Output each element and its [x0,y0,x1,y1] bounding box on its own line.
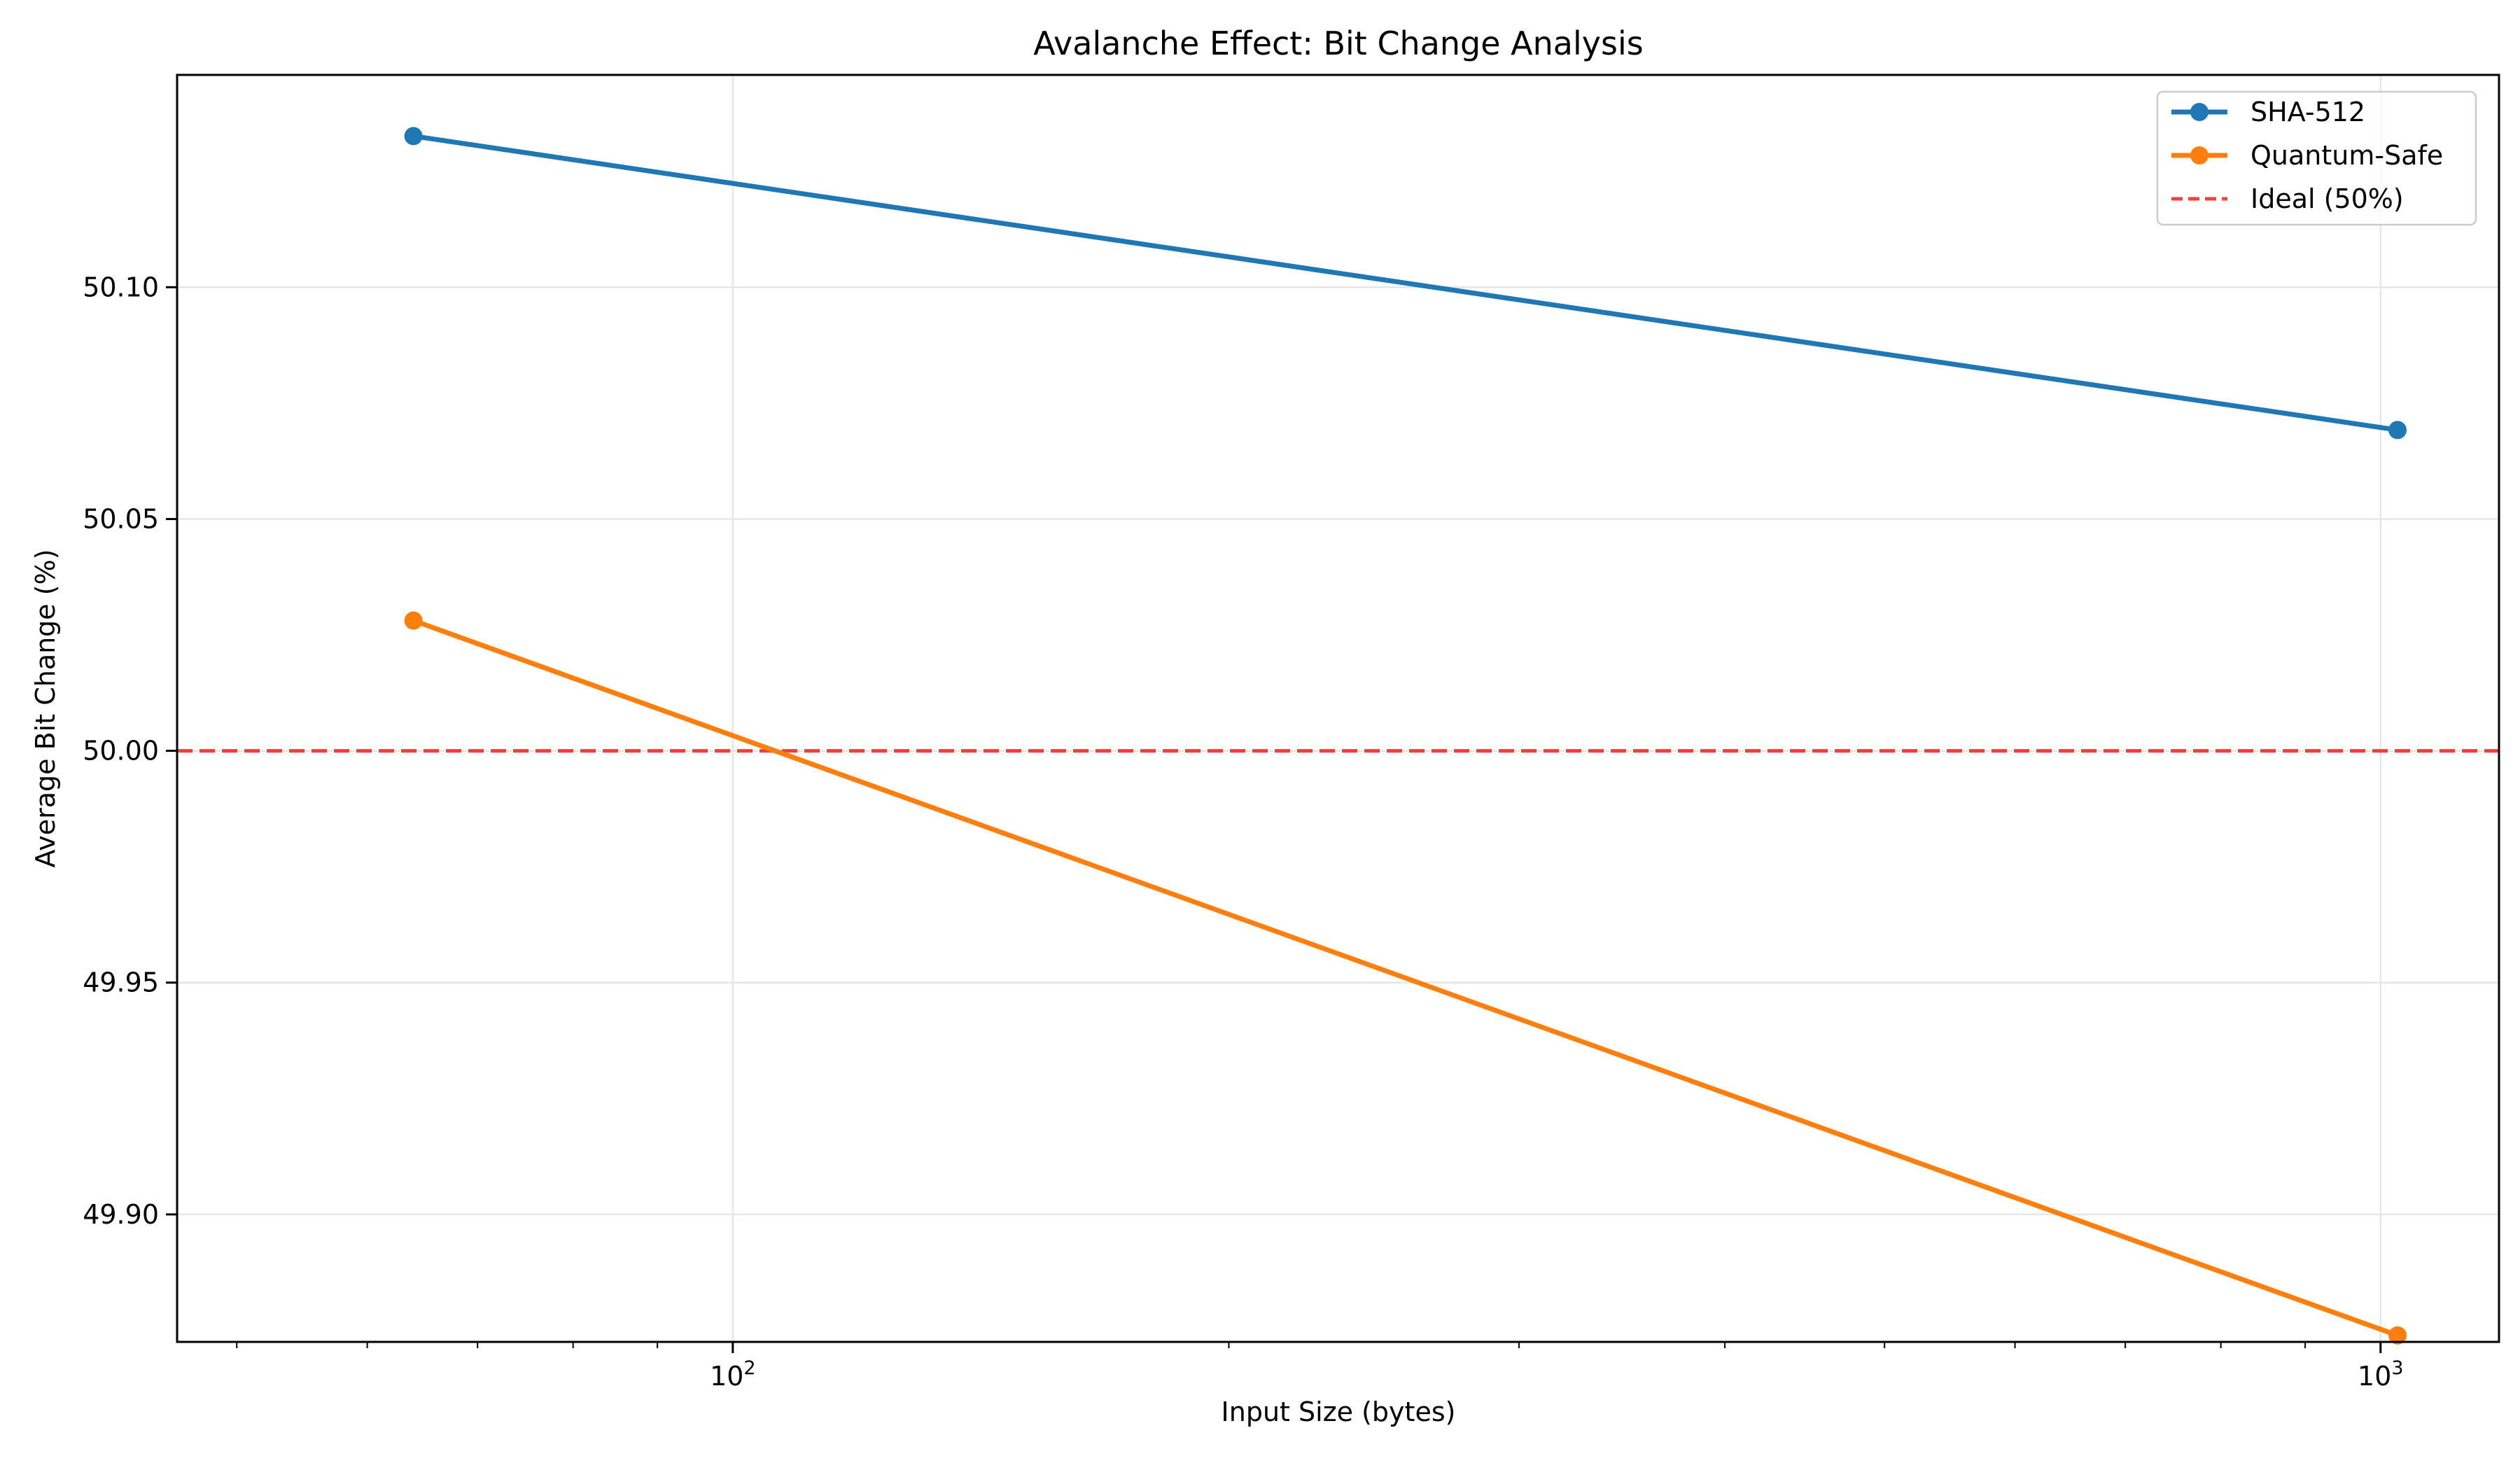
legend-entry: SHA-512 [2171,97,2365,127]
x-axis-label: Input Size (bytes) [1222,1396,1456,1427]
legend-label: SHA-512 [2250,97,2365,127]
data-point [404,611,423,630]
y-tick-label: 50.00 [83,736,159,766]
chart-title: Avalanche Effect: Bit Change Analysis [1033,24,1643,62]
data-point [2388,1326,2407,1345]
y-axis-label: Average Bit Change (%) [30,549,61,867]
legend: SHA-512 Quantum-Safe Ideal (50%) [2156,90,2477,226]
y-tick-label: 50.10 [83,272,159,302]
y-tick-label: 49.90 [83,1199,159,1230]
x-tick-label: 103 [2358,1357,2404,1392]
plot-frame [176,74,2500,1343]
legend-box [2156,90,2477,226]
legend-label: Quantum-Safe [2250,140,2443,171]
legend-entry: Quantum-Safe [2171,140,2443,171]
series-line [412,618,2399,1338]
data-point [2388,421,2407,440]
x-axis-ticks: 102 103 [236,1342,2404,1392]
series-layer [404,127,2407,1345]
y-axis-ticks: 49.90 49.95 50.00 50.05 50.10 [83,272,177,1230]
series-line [413,133,2398,433]
legend-label: Ideal (50%) [2250,183,2404,214]
y-tick-label: 49.95 [83,967,159,998]
data-point [404,127,423,146]
x-tick-label: 102 [710,1357,756,1392]
legend-entry: Ideal (50%) [2171,183,2404,214]
legend-marker [2190,146,2208,164]
y-tick-label: 50.05 [83,503,159,534]
grid [177,75,2499,1342]
legend-marker [2190,103,2208,121]
series-quantum-safe [404,611,2407,1345]
series-sha-512 [404,127,2407,440]
